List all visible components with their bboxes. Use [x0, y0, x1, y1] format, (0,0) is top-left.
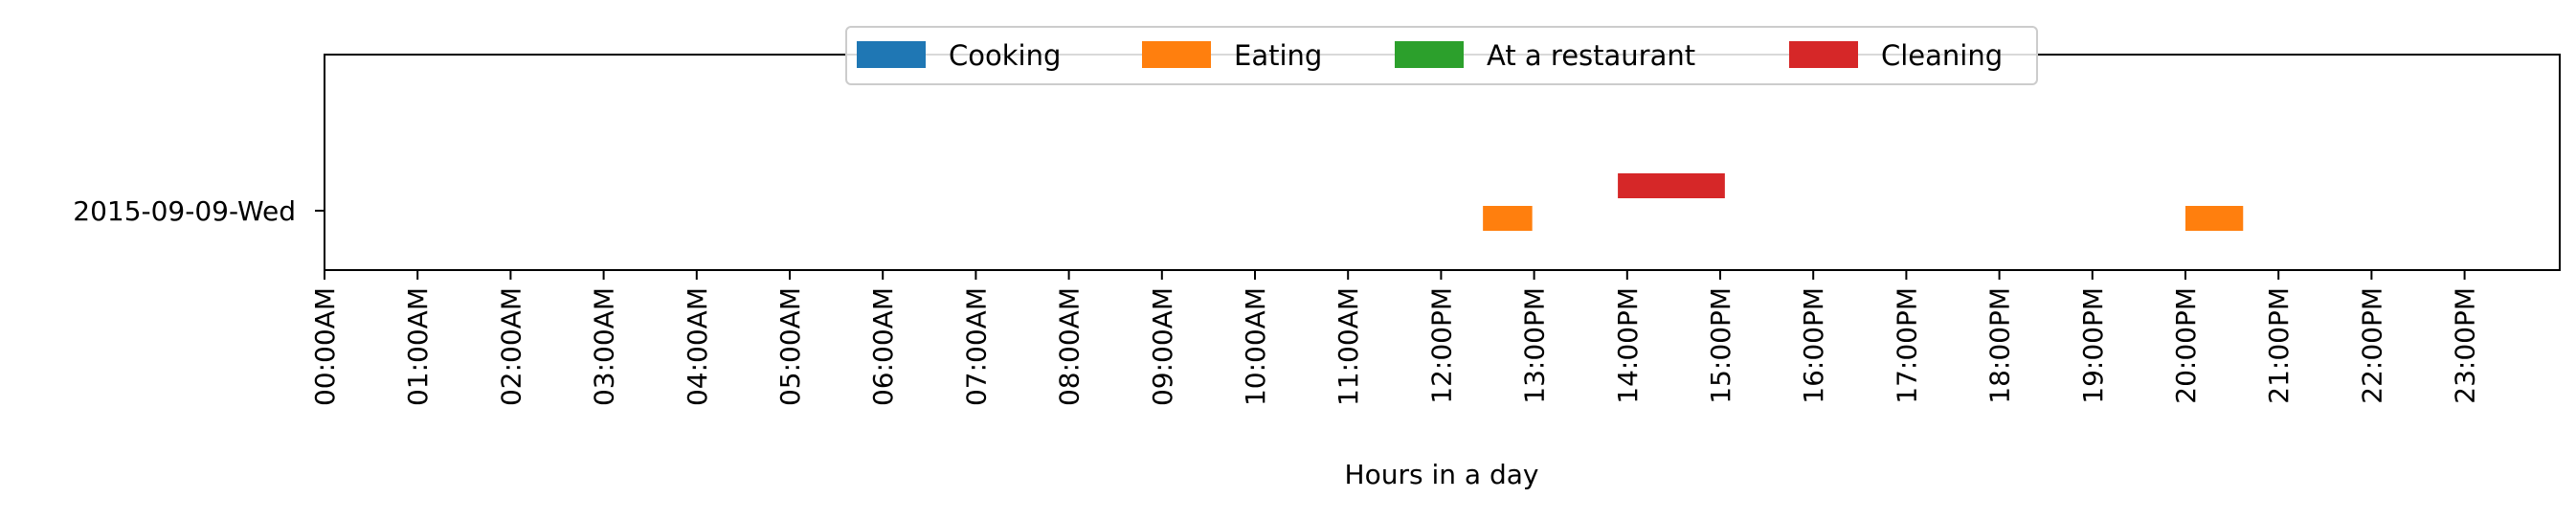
x-tick-label: 21:00PM [2263, 287, 2295, 404]
x-tick-label: 12:00PM [1425, 287, 1457, 404]
x-tick-label: 22:00PM [2356, 287, 2387, 404]
legend-label-cooking: Cooking [949, 39, 1061, 72]
bar-eating-0 [1483, 206, 1533, 231]
legend-label-at-a-restaurant: At a restaurant [1487, 39, 1695, 72]
x-tick-label: 11:00AM [1333, 287, 1364, 406]
x-tick-label: 14:00PM [1612, 287, 1644, 404]
x-tick-label: 01:00AM [402, 287, 434, 406]
legend-label-eating: Eating [1234, 39, 1322, 72]
x-tick-label: 18:00PM [1984, 287, 2016, 404]
x-axis-label: Hours in a day [1345, 459, 1539, 490]
x-tick-label: 05:00AM [774, 287, 806, 406]
y-axis: 2015-09-09-Wed [73, 195, 325, 227]
y-tick-label: 2015-09-09-Wed [73, 195, 296, 227]
bars-layer [1483, 173, 2244, 231]
x-axis: 00:00AM 01:00AM 02:00AM 03:00AM 04:00AM 05:00… [309, 270, 2481, 406]
x-tick-label: 03:00AM [589, 287, 620, 406]
x-tick-label: 00:00AM [309, 287, 341, 406]
x-tick-label: 10:00AM [1240, 287, 1271, 406]
x-tick-label: 15:00PM [1705, 287, 1736, 404]
x-tick-label: 04:00AM [682, 287, 713, 406]
x-tick-label: 09:00AM [1147, 287, 1178, 406]
legend-swatch-cooking [857, 41, 926, 68]
legend-swatch-cleaning [1789, 41, 1858, 68]
x-tick-label: 16:00PM [1798, 287, 1829, 404]
legend-swatch-at-a-restaurant [1395, 41, 1464, 68]
x-tick-label: 06:00AM [867, 287, 899, 406]
legend-label-cleaning: Cleaning [1881, 39, 2003, 72]
x-tick-label: 17:00PM [1891, 287, 1922, 404]
bar-eating-1 [2185, 206, 2244, 231]
legend-swatch-eating [1142, 41, 1211, 68]
x-tick-label: 19:00PM [2077, 287, 2109, 404]
x-tick-label: 02:00AM [495, 287, 526, 406]
x-tick-label: 08:00AM [1054, 287, 1086, 406]
x-tick-label: 23:00PM [2450, 287, 2481, 404]
x-tick-label: 13:00PM [1519, 287, 1551, 404]
legend: Cooking Eating At a restaurant Cleaning [845, 26, 2038, 85]
x-tick-label: 20:00PM [2170, 287, 2202, 404]
bar-cleaning-0 [1618, 173, 1725, 198]
x-tick-label: 07:00AM [960, 287, 992, 406]
